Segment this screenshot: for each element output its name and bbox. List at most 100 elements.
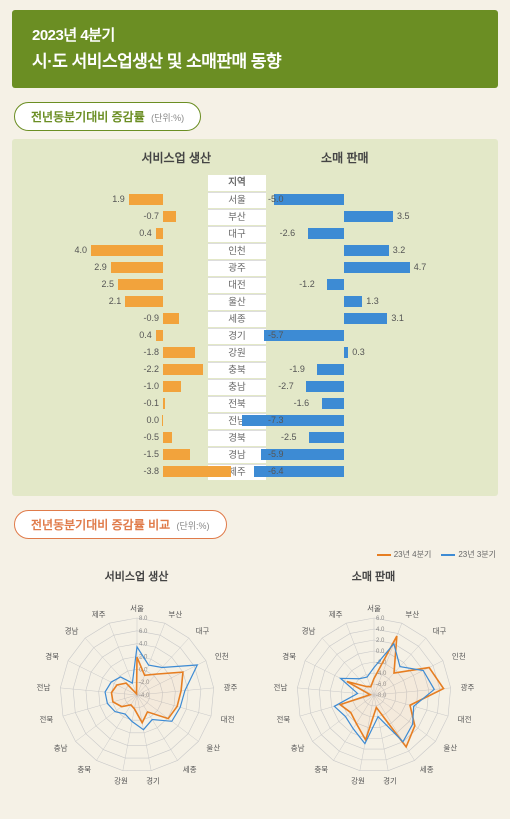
service-value: 1.9 — [112, 194, 125, 204]
radar-title: 소매 판매 — [259, 568, 489, 584]
retail-value: 3.1 — [391, 313, 404, 323]
service-value: 2.9 — [94, 262, 107, 272]
retail-value: 4.7 — [414, 262, 427, 272]
radar-axis-label: 서울 — [367, 604, 381, 613]
service-value: 0.0 — [146, 415, 159, 425]
radar-axis-label: 대구 — [432, 627, 446, 636]
col-header-left: 서비스업 생산 — [141, 149, 211, 166]
bar-row: 0.4대구-2.6 — [18, 225, 492, 242]
bar-row: 0.0전남-7.3 — [18, 412, 492, 429]
radar-axis-label: 부산 — [405, 609, 419, 619]
radar-axis-label: 광주 — [460, 682, 474, 692]
region-label: 충남 — [208, 379, 266, 395]
bar-row: -1.0 충남 -2.7 — [18, 378, 492, 395]
retail-bar — [344, 245, 389, 256]
region-label: 경기 — [208, 328, 266, 344]
bar-row: 2.9광주4.7 — [18, 259, 492, 276]
service-value: 2.5 — [101, 279, 114, 289]
service-value: -1.8 — [143, 347, 159, 357]
header-line2: 시·도 서비스업생산 및 소매판매 동향 — [32, 47, 478, 72]
service-bar — [156, 228, 163, 239]
retail-bar — [327, 279, 344, 290]
col-header-right: 소매 판매 — [321, 149, 369, 166]
radar-axis-label: 부산 — [168, 609, 182, 619]
region-label: 서울 — [208, 192, 266, 208]
legend-item: 23년 3분기 — [441, 549, 496, 560]
bar-row: 1.9서울-5.0 — [18, 191, 492, 208]
radar-axis-label: 울산 — [443, 742, 457, 752]
radar-axis-label: 울산 — [206, 742, 220, 752]
service-bar — [163, 466, 231, 477]
section2-badge: 전년동분기대비 증감률 비교 (단위:%) — [14, 510, 227, 539]
radar-axis-label: 충북 — [314, 765, 328, 774]
bar-row: -0.5경북-2.5 — [18, 429, 492, 446]
bar-row: -3.8제주-6.4 — [18, 463, 492, 480]
radar-axis-label: 대전 — [457, 714, 471, 724]
region-label: 충북 — [208, 362, 266, 378]
legend-item: 23년 4분기 — [377, 549, 432, 560]
retail-value: -2.5 — [281, 432, 297, 442]
service-bar — [163, 381, 181, 392]
section2-unit: (단위:%) — [177, 521, 210, 531]
radar-axis-label: 대구 — [195, 627, 209, 636]
retail-value: 3.2 — [393, 245, 406, 255]
radar-axis-label: 충북 — [77, 765, 91, 774]
radar-chart: -8.0-6.0-4.0-2.00.02.04.06.0서울부산대구인천광주대전… — [269, 586, 479, 804]
radar-ring-label: 6.0 — [376, 616, 385, 622]
region-label: 부산 — [208, 209, 266, 225]
legend-label: 23년 4분기 — [394, 549, 432, 560]
service-value: -0.1 — [143, 398, 159, 408]
retail-value: -2.7 — [278, 381, 294, 391]
service-value: -1.0 — [143, 381, 159, 391]
region-label: 강원 — [208, 345, 266, 361]
region-label: 인천 — [208, 243, 266, 259]
radar-axis-label: 강원 — [114, 776, 128, 786]
retail-value: 3.5 — [397, 211, 410, 221]
retail-value: -5.9 — [268, 449, 284, 459]
radar-section: 서비스업 생산-4.0-2.00.02.04.06.08.0서울부산대구인천광주… — [12, 562, 498, 819]
retail-bar — [322, 398, 344, 409]
header-line1: 2023년 4분기 — [32, 24, 478, 45]
bar-row: -2.2충북-1.9 — [18, 361, 492, 378]
service-value: 0.4 — [139, 228, 152, 238]
bar-row: -1.5경남-5.9 — [18, 446, 492, 463]
retail-bar — [306, 381, 344, 392]
retail-value: -5.7 — [268, 330, 284, 340]
service-bar — [163, 449, 190, 460]
bar-row: 4.0 인천 3.2 — [18, 242, 492, 259]
service-bar — [91, 245, 163, 256]
retail-value: -1.2 — [299, 279, 315, 289]
retail-bar — [309, 432, 344, 443]
retail-value: -1.9 — [289, 364, 305, 374]
bar-row: -0.7부산3.5 — [18, 208, 492, 225]
column-headers: 서비스업 생산 소매 판매 — [18, 149, 492, 166]
retail-bar — [344, 347, 348, 358]
service-value: 4.0 — [74, 245, 87, 255]
radar-axis-label: 대전 — [220, 714, 234, 724]
bar-row: 2.1울산1.3 — [18, 293, 492, 310]
service-bar — [162, 415, 163, 426]
region-label: 전북 — [208, 396, 266, 412]
radar-axis-label: 세종 — [182, 765, 196, 774]
retail-bar — [317, 364, 344, 375]
radar-title: 서비스업 생산 — [22, 568, 252, 584]
radar-axis-label: 경남 — [301, 626, 315, 636]
region-label: 대전 — [208, 277, 266, 293]
retail-value: -6.4 — [268, 466, 284, 476]
service-value: -0.5 — [143, 432, 159, 442]
page-header: 2023년 4분기 시·도 서비스업생산 및 소매판매 동향 — [12, 10, 498, 88]
radar-axis-label: 제주 — [91, 610, 105, 619]
radar-ring-label: 4.0 — [376, 627, 385, 633]
radar-axis-label: 충남 — [53, 743, 67, 752]
radar-axis-label: 경남 — [64, 626, 78, 636]
radar-column: 서비스업 생산-4.0-2.00.02.04.06.08.0서울부산대구인천광주… — [22, 568, 252, 809]
service-bar — [163, 347, 195, 358]
service-value: -3.8 — [143, 466, 159, 476]
retail-bar — [344, 262, 410, 273]
retail-value: -1.6 — [294, 398, 310, 408]
retail-value: 0.3 — [352, 347, 365, 357]
region-header-label: 지역 — [208, 175, 266, 191]
retail-value: -2.6 — [280, 228, 296, 238]
retail-value: -7.3 — [268, 415, 284, 425]
radar-axis-label: 서울 — [130, 604, 144, 613]
